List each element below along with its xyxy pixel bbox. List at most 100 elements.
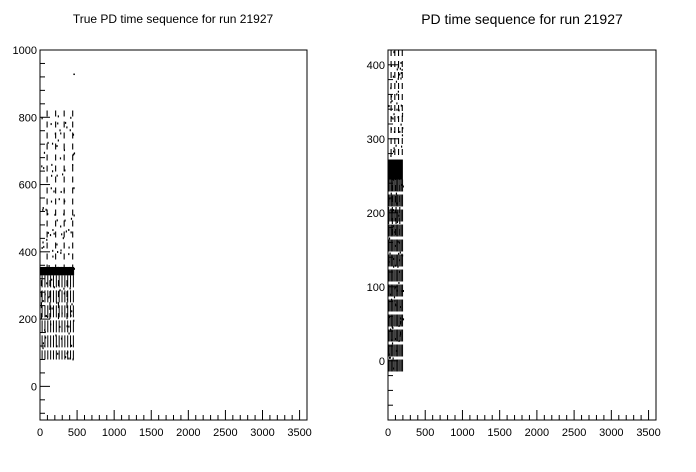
data-point [395,80,398,83]
data-point [59,157,62,160]
y-tick-label: 400 [367,60,385,72]
data-point [402,318,405,321]
data-point [391,100,393,103]
data-point [46,315,49,318]
x-tick-label: 500 [416,427,434,439]
y-tick-label: 100 [367,282,385,294]
data-point [396,108,398,111]
x-tick-label: 1000 [102,427,126,439]
data-point [46,282,48,285]
x-tick-label: 2500 [562,427,586,439]
data-point [45,208,47,211]
y-tick-label: 0 [31,381,37,393]
data-point [388,237,391,240]
data-point [393,231,395,234]
data-point [64,121,67,124]
data-point [42,241,44,244]
data-point [398,259,401,262]
y-tick-label: 300 [367,134,385,146]
data-point [401,115,404,118]
x-tick-label: 3500 [287,427,311,439]
data-point [41,117,43,120]
data-point [64,169,66,172]
data-point [389,197,391,200]
data-point [56,219,58,222]
data-point [46,238,48,241]
data-point [60,190,62,193]
data-point [400,72,402,75]
data-point [392,150,395,153]
data-point [48,265,50,268]
data-point [63,292,65,295]
right-plot-frame [387,49,657,421]
data-point [393,265,395,268]
data-point [394,337,397,340]
y-tick-label: 600 [19,180,37,192]
data-point [401,317,404,320]
data-point [72,358,74,361]
data-point [389,356,391,359]
data-point [72,153,75,156]
data-point [390,298,393,301]
y-tick-label: 400 [19,247,37,259]
data-point [73,214,75,217]
data-point [392,357,394,360]
y-tick-label: 200 [367,208,385,220]
data-point [391,339,393,342]
data-point [73,319,75,322]
data-point [402,127,404,130]
data-point [50,187,52,190]
data-point [44,331,46,334]
data-point [396,68,398,71]
data-point [70,116,72,119]
data-point [399,67,401,70]
left-chart-panel: True PD time sequence for run 21927 0 500… [13,12,312,439]
data-point [44,336,47,339]
right-data-marks [388,50,405,372]
data-point [401,254,404,257]
data-point [55,334,57,337]
data-point [397,265,399,268]
data-point [390,155,392,158]
data-point [47,231,49,234]
data-point [402,185,404,188]
data-point [68,228,70,231]
data-point [392,209,394,212]
data-point [73,267,75,270]
data-point [58,198,60,201]
data-point [388,353,390,356]
data-point [66,352,68,355]
data-point [41,165,43,168]
data-point [388,260,390,263]
data-point [395,192,398,195]
data-point [391,116,393,119]
data-point [401,183,403,186]
data-point [73,187,75,190]
data-point [392,258,395,261]
data-point [401,145,403,148]
x-tick-label: 1000 [450,427,474,439]
x-tick-label: 2500 [213,427,237,439]
data-point [49,234,52,237]
right-chart-title: PD time sequence for run 21927 [421,11,623,27]
data-point [42,347,44,350]
data-point [50,323,52,326]
data-point [395,304,397,307]
data-point [73,152,76,155]
data-point [56,345,58,348]
data-point [62,237,64,240]
data-point [54,132,56,135]
data-point [394,299,396,302]
data-point [68,325,70,328]
data-point [63,149,66,152]
data-point [396,202,398,205]
data-point [393,147,395,150]
data-point [392,225,394,228]
data-point [51,163,53,166]
data-point [63,213,65,216]
data-point [59,289,61,292]
x-tick-label: 1500 [487,427,511,439]
data-point [394,287,396,290]
data-point [394,244,397,247]
data-point [47,213,49,216]
